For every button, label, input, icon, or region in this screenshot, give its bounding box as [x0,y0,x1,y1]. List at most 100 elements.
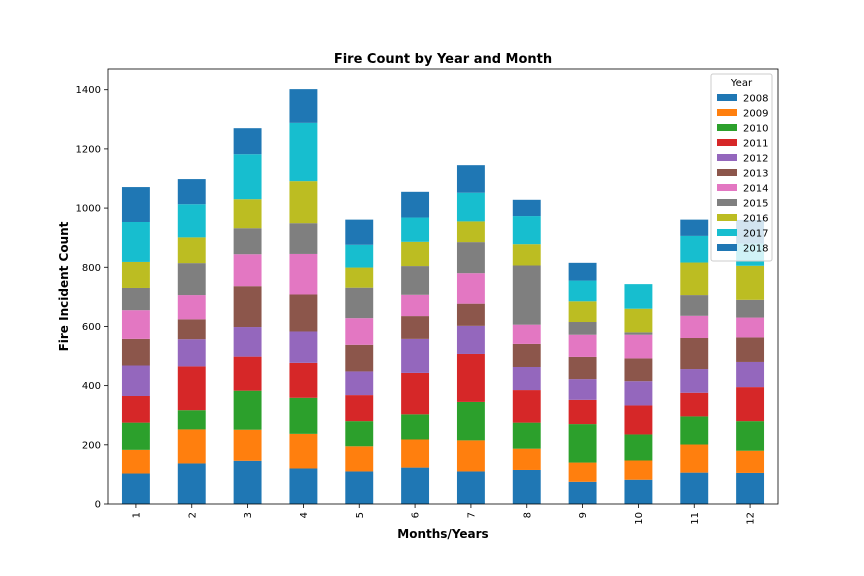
legend-swatch-2017 [717,229,737,236]
bar-11-2018 [680,219,709,236]
bar-10-2016 [624,308,653,333]
bar-10-2010 [624,434,653,461]
bar-3-2018 [233,128,262,155]
bar-8-2010 [512,422,541,449]
bar-4-2013 [289,294,318,332]
bar-5-2014 [345,318,374,345]
x-tick-label: 8 [522,512,533,518]
bar-4-2016 [289,181,318,224]
bar-5-2010 [345,421,374,447]
bar-1-2011 [121,395,150,423]
x-tick-label: 5 [355,512,366,518]
bar-3-2008 [233,460,262,504]
bar-10-2015 [624,332,653,335]
bar-2-2014 [177,295,206,320]
bar-11-2017 [680,235,709,263]
bar-12-2012 [736,361,765,388]
bar-6-2011 [401,372,430,415]
bar-12-2013 [736,337,765,362]
bar-2-2016 [177,237,206,264]
bar-4-2012 [289,331,318,363]
chart-title: Fire Count by Year and Month [334,52,552,67]
legend-label-2008: 2008 [743,94,768,105]
bar-2-2018 [177,179,206,205]
bar-11-2009 [680,444,709,473]
legend-label-2016: 2016 [743,214,768,225]
legend-swatch-2011 [717,139,737,146]
bar-4-2009 [289,433,318,469]
legend-label-2014: 2014 [743,184,768,195]
y-tick-label: 600 [82,322,101,333]
bar-4-2011 [289,362,318,398]
bar-12-2009 [736,450,765,473]
bar-3-2009 [233,429,262,461]
y-tick-label: 0 [95,500,101,511]
legend-label-2015: 2015 [743,199,768,210]
bar-12-2016 [736,265,765,300]
bar-3-2017 [233,154,262,200]
bar-2-2009 [177,429,206,464]
bar-9-2014 [568,334,597,357]
bar-8-2009 [512,448,541,470]
legend-label-2013: 2013 [743,169,768,180]
bar-3-2012 [233,327,262,357]
bar-2-2010 [177,410,206,430]
bar-7-2018 [456,165,485,193]
bar-3-2016 [233,199,262,229]
bar-8-2014 [512,324,541,344]
legend-swatch-2008 [717,94,737,101]
x-tick-label: 7 [466,512,477,518]
y-axis: 0 200 400 600 800 1000 1200 1400 [76,85,108,511]
bar-7-2011 [456,353,485,402]
bar-5-2008 [345,471,374,504]
bar-5-2013 [345,344,374,372]
y-tick-label: 400 [82,381,101,392]
bar-12-2010 [736,421,765,451]
y-tick-label: 800 [82,263,101,274]
x-tick-label: 10 [634,512,645,525]
bar-4-2015 [289,223,318,254]
bar-9-2010 [568,424,597,463]
bar-4-2010 [289,397,318,434]
bar-6-2009 [401,439,430,468]
bar-7-2008 [456,471,485,504]
bar-1-2008 [121,473,150,504]
legend: Year 2008 2009 2010 2011 2012 2013 2014 2015 2016… [710,73,773,262]
bar-1-2017 [121,221,150,262]
bar-8-2016 [512,244,541,266]
bar-7-2016 [456,221,485,243]
bar-1-2009 [121,449,150,474]
bar-10-2009 [624,460,653,480]
legend-swatch-2018 [717,244,737,251]
legend-swatch-2010 [717,124,737,131]
bar-9-2018 [568,262,597,281]
bar-9-2012 [568,379,597,400]
x-tick-label: 12 [746,512,757,525]
x-tick-label: 6 [411,512,422,518]
bar-1-2013 [121,338,150,366]
bar-10-2014 [624,334,653,359]
legend-label-2011: 2011 [743,139,768,150]
bar-1-2010 [121,422,150,450]
bar-2-2015 [177,263,206,296]
legend-label-2010: 2010 [743,124,768,135]
bar-10-2012 [624,381,653,406]
bar-8-2008 [512,469,541,504]
bar-9-2013 [568,356,597,380]
bar-2-2012 [177,339,206,367]
bar-1-2015 [121,287,150,311]
bar-3-2013 [233,286,262,328]
bar-10-2011 [624,405,653,435]
bar-2-2017 [177,204,206,238]
bar-11-2016 [680,262,709,296]
bar-6-2015 [401,266,430,295]
bar-3-2011 [233,356,262,391]
bar-7-2014 [456,273,485,304]
bar-11-2011 [680,392,709,417]
bar-5-2018 [345,219,374,245]
bar-5-2015 [345,287,374,319]
y-tick-label: 200 [82,440,101,451]
bar-5-2011 [345,395,374,422]
legend-swatch-2009 [717,109,737,116]
x-tick-label: 2 [187,512,198,518]
